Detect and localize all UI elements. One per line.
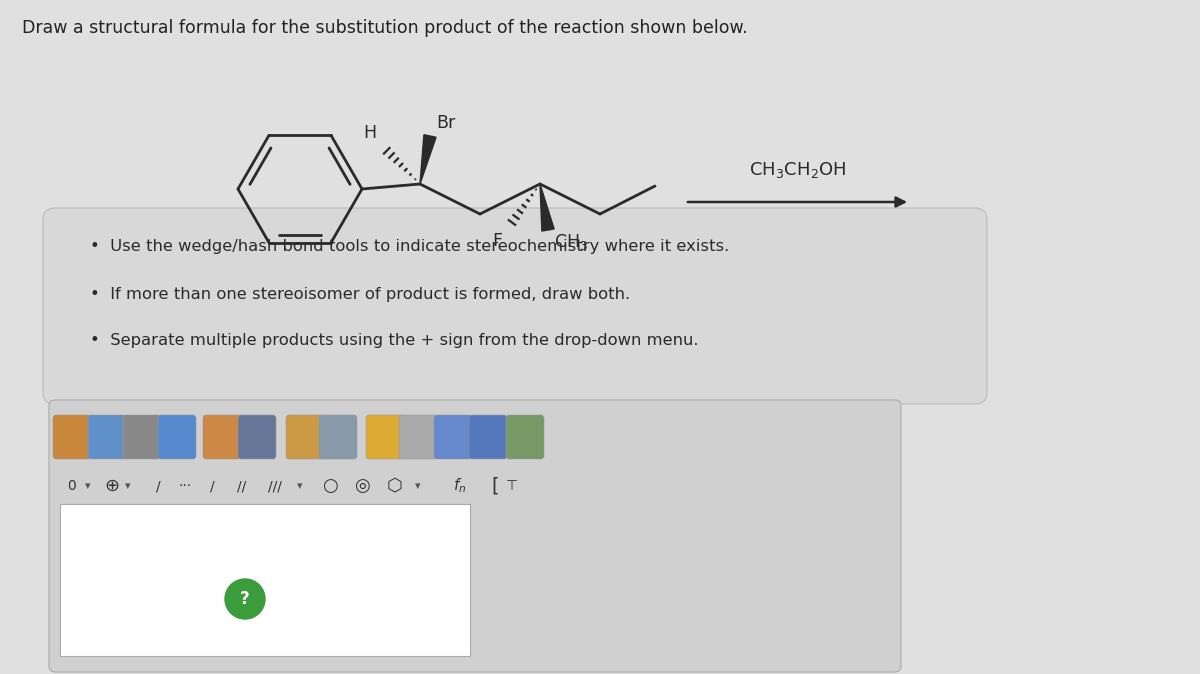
FancyBboxPatch shape [203, 415, 241, 459]
Text: •  Separate multiple products using the + sign from the drop-down menu.: • Separate multiple products using the +… [90, 332, 698, 348]
Text: ⊤: ⊤ [506, 479, 518, 493]
FancyBboxPatch shape [506, 415, 544, 459]
Text: /: / [156, 479, 161, 493]
Text: CH$_3$: CH$_3$ [554, 232, 588, 252]
Text: CH$_3$CH$_2$OH: CH$_3$CH$_2$OH [749, 160, 846, 180]
Text: ···: ··· [179, 479, 192, 493]
Text: Draw a structural formula for the substitution product of the reaction shown bel: Draw a structural formula for the substi… [22, 19, 748, 37]
FancyBboxPatch shape [398, 415, 437, 459]
FancyBboxPatch shape [366, 415, 404, 459]
Text: $\mathit{f}_n$: $\mathit{f}_n$ [454, 477, 467, 495]
Circle shape [226, 579, 265, 619]
FancyBboxPatch shape [434, 415, 472, 459]
FancyBboxPatch shape [319, 415, 358, 459]
Text: ⬡: ⬡ [386, 477, 402, 495]
Text: ◎: ◎ [354, 477, 370, 495]
Text: •  If more than one stereoisomer of product is formed, draw both.: • If more than one stereoisomer of produ… [90, 286, 630, 301]
Text: /: / [210, 479, 215, 493]
Text: H: H [362, 124, 376, 142]
Text: F: F [492, 232, 502, 250]
FancyBboxPatch shape [158, 415, 196, 459]
Text: ///: /// [268, 479, 282, 493]
Text: ▾: ▾ [85, 481, 91, 491]
Text: 0: 0 [67, 479, 77, 493]
FancyBboxPatch shape [43, 208, 986, 404]
Text: ?: ? [240, 590, 250, 608]
Polygon shape [540, 184, 554, 231]
FancyBboxPatch shape [60, 504, 470, 656]
FancyBboxPatch shape [53, 415, 91, 459]
FancyBboxPatch shape [49, 400, 901, 672]
Text: Br: Br [436, 114, 455, 132]
Text: ○: ○ [322, 477, 338, 495]
Polygon shape [420, 135, 436, 184]
Text: [: [ [491, 477, 499, 495]
Text: ▾: ▾ [415, 481, 421, 491]
FancyBboxPatch shape [469, 415, 506, 459]
FancyBboxPatch shape [238, 415, 276, 459]
Text: ▾: ▾ [298, 481, 302, 491]
Text: ⊕: ⊕ [104, 477, 120, 495]
FancyBboxPatch shape [124, 415, 161, 459]
Text: •  Use the wedge/hash bond tools to indicate stereochemistry where it exists.: • Use the wedge/hash bond tools to indic… [90, 239, 730, 253]
FancyBboxPatch shape [286, 415, 324, 459]
Text: //: // [238, 479, 247, 493]
FancyBboxPatch shape [88, 415, 126, 459]
Text: ▾: ▾ [125, 481, 131, 491]
